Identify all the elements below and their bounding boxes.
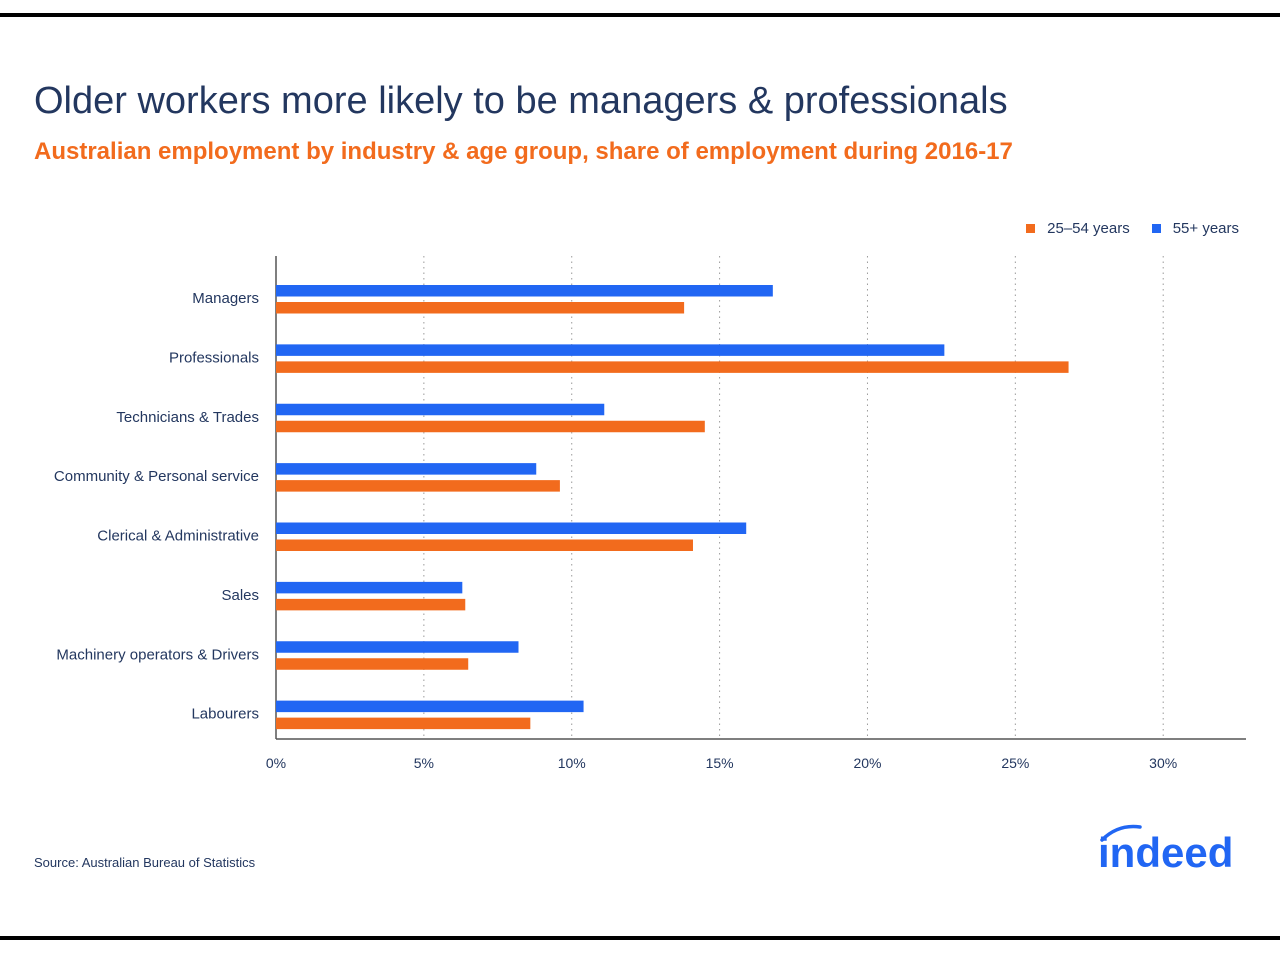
legend-item-55-plus: 55+ years xyxy=(1151,220,1239,237)
chart-subtitle: Australian employment by industry & age … xyxy=(34,138,1013,165)
bar-25-54-clerical-administrative xyxy=(276,539,693,551)
legend-swatch-25-54 xyxy=(1026,224,1036,233)
category-label-community-personal-service: Community & Personal service xyxy=(54,468,259,485)
top-rule xyxy=(0,13,1280,17)
source-note: Source: Australian Bureau of Statistics xyxy=(34,855,256,870)
bar-55-plus-labourers xyxy=(276,700,584,713)
category-label-managers: Managers xyxy=(192,290,259,307)
bar-55-plus-clerical-administrative xyxy=(276,522,747,534)
x-tick-label-30: 30% xyxy=(1149,755,1177,771)
bar-55-plus-managers xyxy=(276,285,773,297)
bar-55-plus-machinery-operators-drivers xyxy=(276,641,519,653)
legend-item-25-54: 25–54 years xyxy=(1026,220,1130,237)
legend-label-25-54: 25–54 years xyxy=(1047,220,1130,237)
chart-legend: 25–54 years 55+ years xyxy=(1026,220,1239,237)
x-tick-label-20: 20% xyxy=(853,755,881,771)
bar-25-54-community-personal-service xyxy=(276,480,560,492)
x-tick-label-25: 25% xyxy=(1001,755,1029,771)
bar-55-plus-sales xyxy=(276,581,463,594)
x-tick-label-10: 10% xyxy=(558,755,586,771)
legend-label-55-plus: 55+ years xyxy=(1172,220,1239,237)
category-label-machinery-operators-drivers: Machinery operators & Drivers xyxy=(56,646,259,663)
legend-swatch-55-plus xyxy=(1151,224,1161,233)
bar-25-54-managers xyxy=(276,302,685,314)
logo-text: indeed xyxy=(1098,829,1233,872)
bar-25-54-professionals xyxy=(276,361,1069,373)
category-label-labourers: Labourers xyxy=(191,706,259,723)
bottom-rule xyxy=(0,936,1280,940)
bar-55-plus-technicians-trades xyxy=(276,403,605,416)
x-tick-label-5: 5% xyxy=(414,755,434,771)
bar-55-plus-community-personal-service xyxy=(276,463,537,475)
bar-25-54-technicians-trades xyxy=(276,420,705,433)
category-label-professionals: Professionals xyxy=(169,349,259,366)
category-label-sales: Sales xyxy=(221,587,259,604)
bar-55-plus-professionals xyxy=(276,344,945,356)
bar-25-54-machinery-operators-drivers xyxy=(276,658,469,670)
bar-25-54-labourers xyxy=(276,717,531,730)
chart-title: Older workers more likely to be managers… xyxy=(34,80,1008,122)
x-tick-label-0: 0% xyxy=(266,755,286,771)
indeed-logo: indeed xyxy=(1098,822,1248,877)
x-tick-label-15: 15% xyxy=(706,755,734,771)
category-label-clerical-administrative: Clerical & Administrative xyxy=(97,528,259,545)
category-label-technicians-trades: Technicians & Trades xyxy=(116,409,259,426)
bar-25-54-sales xyxy=(276,598,466,611)
